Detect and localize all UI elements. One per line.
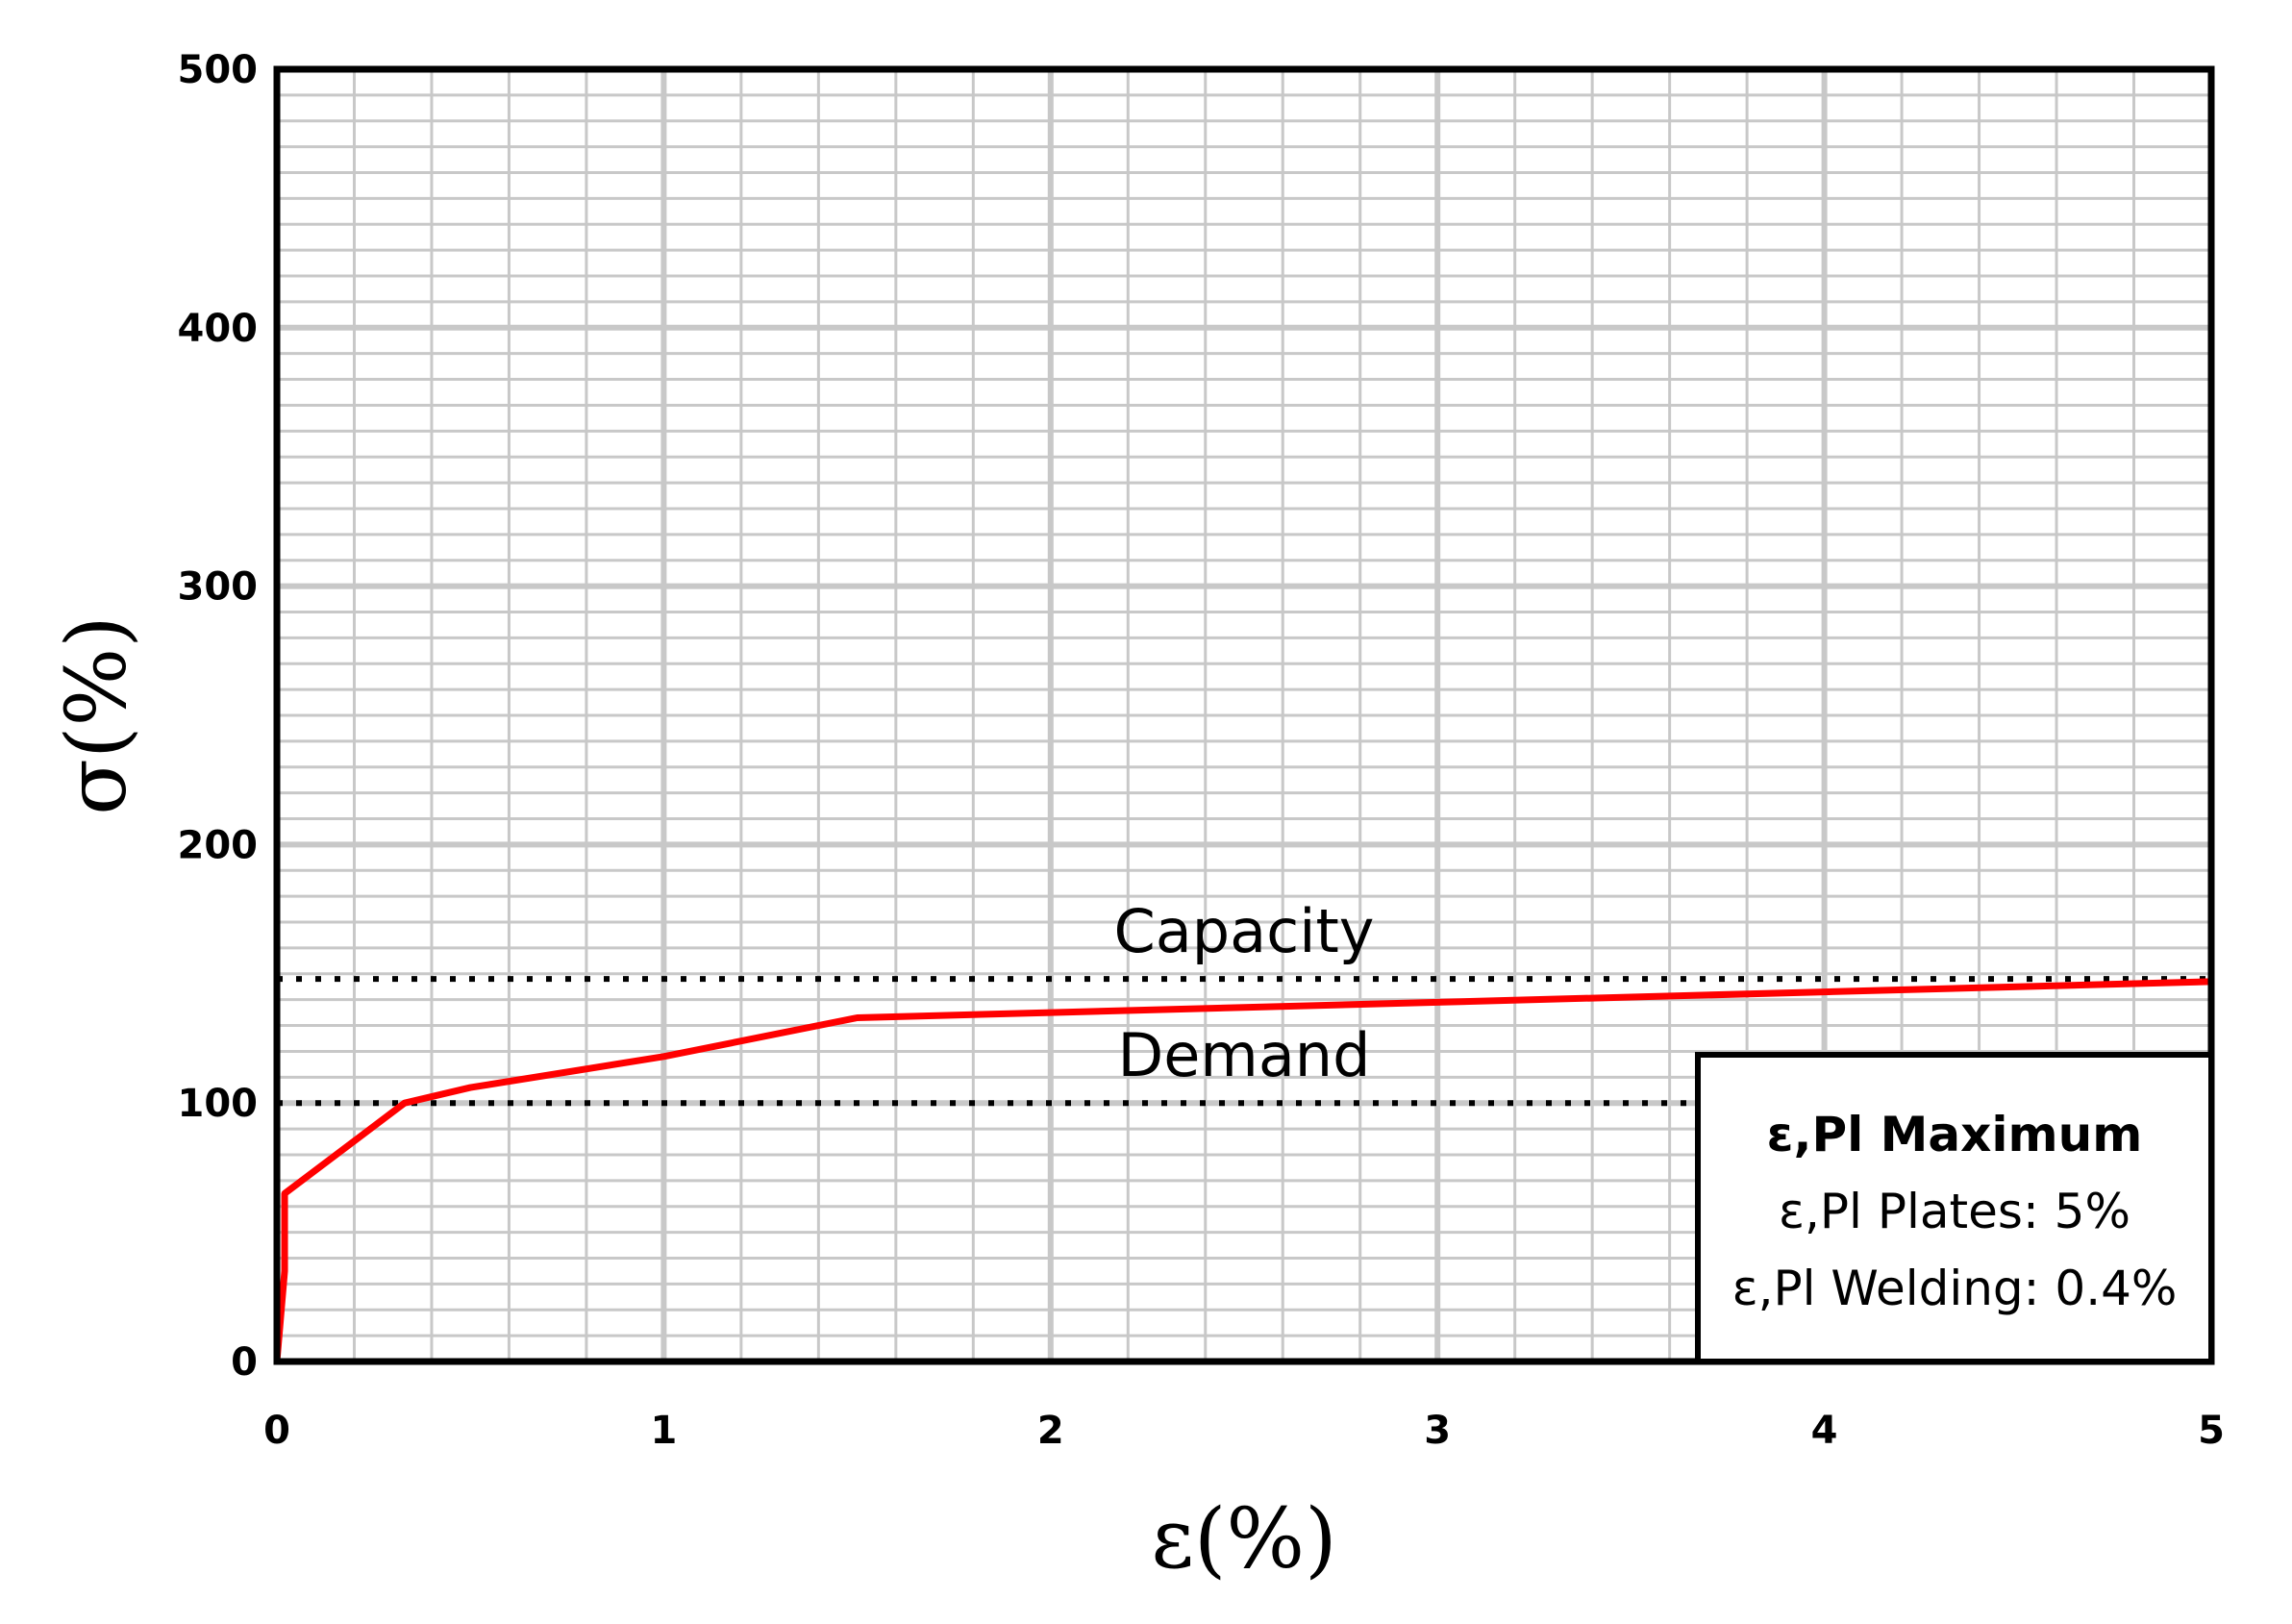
x-tick-label: 0 <box>263 1409 290 1453</box>
series-group <box>273 978 2212 1362</box>
x-tick-label: 2 <box>1037 1409 1064 1453</box>
legend-line-plates: ε,Pl Plates: 5% <box>1779 1184 2130 1239</box>
y-tick-label: 400 <box>178 307 259 351</box>
y-tick-label: 100 <box>178 1082 259 1126</box>
y-tick-labels: 0 100 200 300 400 500 <box>178 48 259 1385</box>
x-tick-label: 5 <box>2198 1409 2225 1453</box>
y-axis-title: σ(%) <box>49 615 145 815</box>
x-axis-title: ε(%) <box>1151 1491 1336 1587</box>
reference-lines: Capacity Demand <box>277 896 2211 1107</box>
legend-title: ε,Pl Maximum <box>1767 1107 2143 1162</box>
x-tick-label: 3 <box>1424 1409 1451 1453</box>
x-tick-label: 1 <box>650 1409 677 1453</box>
x-tick-labels: 0 1 2 3 4 5 <box>263 1409 2225 1453</box>
legend-frame <box>1695 1052 2214 1364</box>
reference-label-capacity: Capacity <box>1114 896 1375 966</box>
y-tick-label: 200 <box>178 823 259 867</box>
plot-frame <box>273 65 2215 1365</box>
legend-box: ε,Pl Maximum ε,Pl Plates: 5% ε,Pl Weldin… <box>1695 1052 2214 1364</box>
series-line-0 <box>273 978 2212 1362</box>
legend-line-welding: ε,Pl Welding: 0.4% <box>1732 1261 2178 1316</box>
y-tick-label: 0 <box>231 1340 258 1385</box>
x-tick-label: 4 <box>1811 1409 1838 1453</box>
y-tick-label: 300 <box>178 565 259 610</box>
y-tick-label: 500 <box>178 48 259 92</box>
reference-label-demand: Demand <box>1118 1020 1371 1090</box>
